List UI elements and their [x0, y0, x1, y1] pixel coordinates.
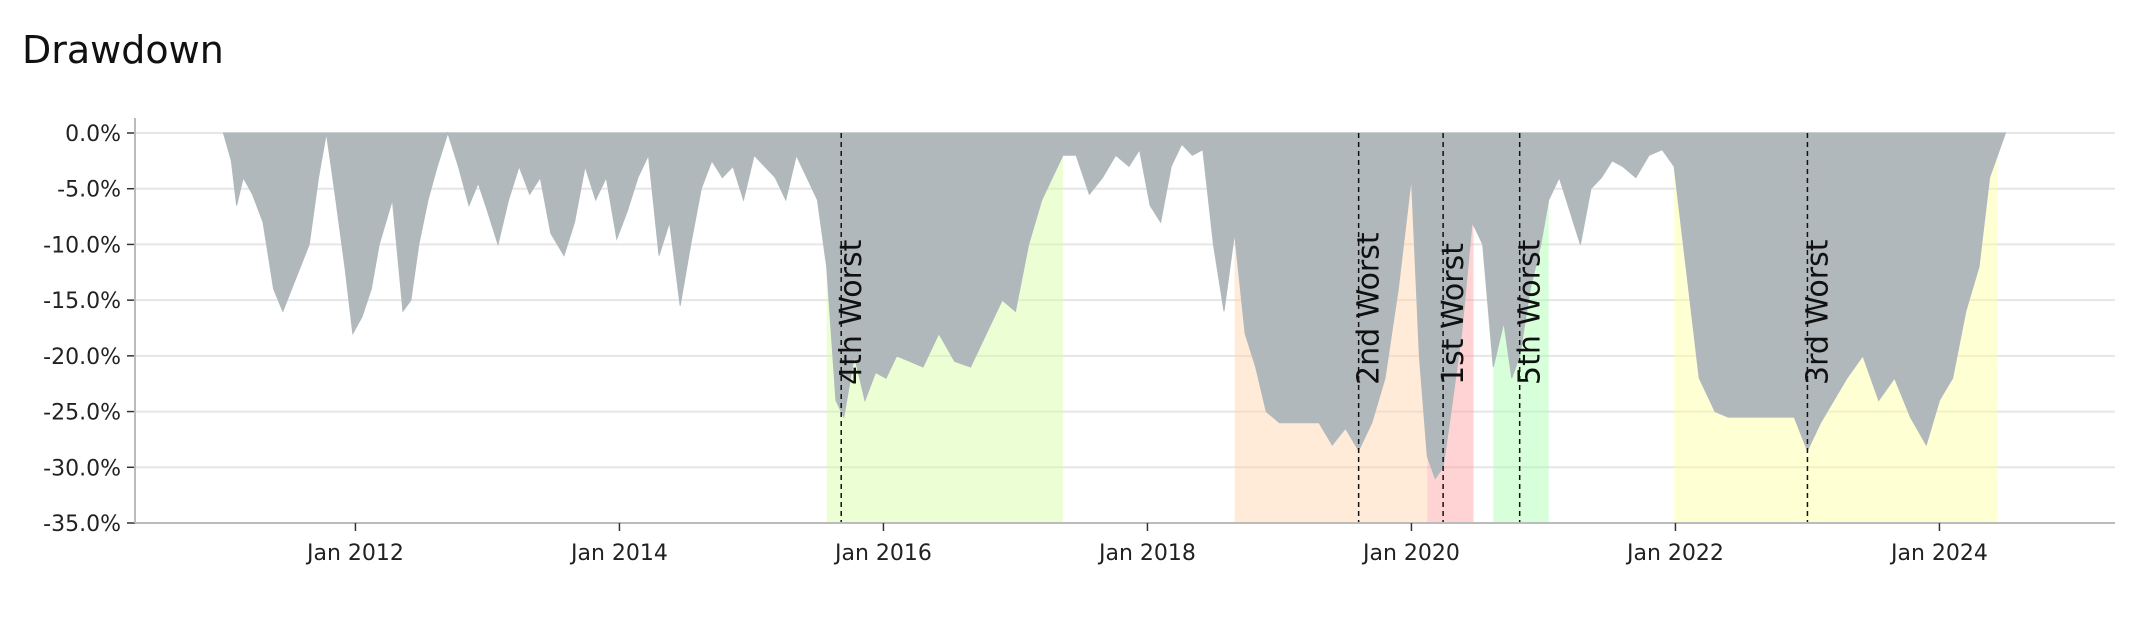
y-tick-label: -20.0%: [43, 345, 121, 370]
trough-markers: [840, 133, 1809, 523]
drawdown-area: [222, 131, 2007, 480]
x-tick-label: Jan 2012: [305, 541, 404, 566]
x-tick-label: Jan 2016: [833, 541, 932, 566]
period-labels: 1st Worst 2nd Worst 3rd Worst 4th Worst 5th …: [834, 232, 1835, 385]
worst-period-label: 4th Worst: [834, 239, 869, 385]
x-tick-label: Jan 2020: [1361, 541, 1460, 566]
chart-title: Drawdown: [22, 28, 224, 72]
drawdown-area-layer: [222, 131, 2007, 480]
y-tick-label: -10.0%: [43, 233, 121, 258]
y-tick-label: -15.0%: [43, 289, 121, 314]
worst-period-label: 2nd Worst: [1352, 232, 1387, 385]
x-tick-label: Jan 2018: [1097, 541, 1196, 566]
x-tick-label: Jan 2014: [569, 541, 668, 566]
y-tick-label: 0.0%: [65, 122, 121, 147]
worst-period-label: 3rd Worst: [1800, 239, 1835, 385]
x-tick-label: Jan 2024: [1889, 541, 1988, 566]
y-tick-label: -30.0%: [43, 456, 121, 481]
axes: 0.0% -5.0% -10.0% -15.0% -20.0% -25.0% -30.0% -…: [43, 118, 2115, 566]
y-tick-label: -25.0%: [43, 401, 121, 426]
y-tick-label: -35.0%: [43, 512, 121, 537]
y-tick-label: -5.0%: [57, 178, 121, 203]
worst-period-label: 1st Worst: [1436, 243, 1471, 385]
worst-period-label: 5th Worst: [1513, 239, 1548, 385]
x-tick-label: Jan 2022: [1625, 541, 1724, 566]
